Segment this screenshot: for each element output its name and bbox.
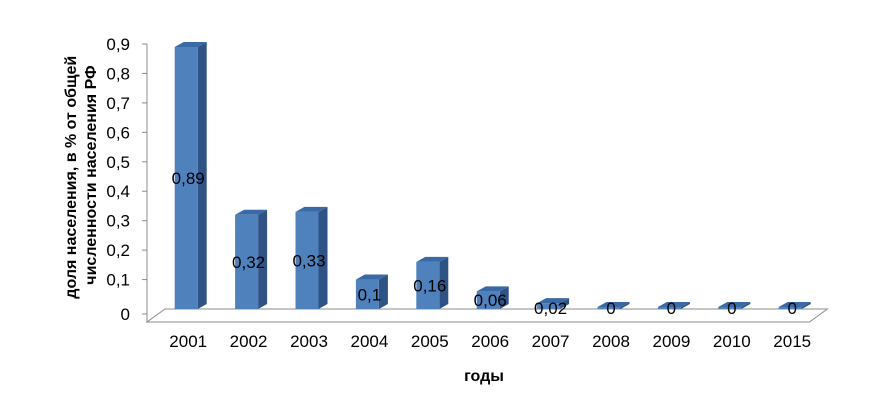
bar-top — [235, 209, 268, 215]
data-labels: 0,89 0,32 0,33 0,1 0,16 0,06 0,02 0 0 0 0 — [172, 169, 797, 318]
x-tick-label: 2001 — [169, 332, 207, 351]
bar — [718, 302, 751, 309]
bar-value-label: 0 — [727, 299, 736, 318]
bar-side — [197, 41, 207, 309]
y-tick-label: 0,8 — [106, 64, 130, 83]
x-tick-label: 2010 — [713, 332, 751, 351]
bar-top — [476, 286, 509, 292]
bar-value-label: 0,33 — [292, 251, 325, 270]
bar — [597, 302, 630, 309]
bar-top — [416, 256, 449, 262]
bar-front — [537, 303, 561, 309]
y-tick-label: 0,6 — [106, 123, 130, 142]
y-axis-title-line-2: численности населения РФ — [83, 65, 100, 285]
bar — [355, 274, 388, 309]
bar-top — [778, 302, 811, 307]
bar-side — [801, 302, 811, 309]
bar-side — [258, 209, 268, 309]
bar-side — [378, 274, 388, 309]
bar-top — [597, 302, 630, 307]
x-tick-label: 2003 — [290, 332, 328, 351]
bar-front — [295, 211, 319, 309]
bar-value-label: 0 — [667, 299, 676, 318]
y-axis-title: доля населения, в % от общей численности… — [63, 51, 100, 298]
y-tick-label: 0,2 — [106, 241, 130, 260]
x-axis-ticks: 2001 2002 2003 2004 2005 2006 2007 2008 2009 2010… — [169, 332, 811, 351]
bar — [235, 209, 268, 309]
y-tick-label: 0,5 — [106, 153, 130, 172]
bar-value-label: 0 — [787, 299, 796, 318]
bar-front — [416, 261, 440, 309]
chart-floor — [145, 308, 829, 323]
x-tick-label: 2009 — [652, 332, 690, 351]
bar-side — [620, 302, 630, 309]
bar-side — [560, 298, 570, 309]
bar-top — [657, 302, 690, 307]
x-tick-label: 2005 — [411, 332, 449, 351]
bar-side — [439, 256, 449, 309]
bars — [174, 41, 811, 309]
bar — [416, 256, 449, 309]
y-axis: 0 0,1 0,2 0,3 0,4 0,5 0,6 0,7 0,8 0,9 — [106, 35, 148, 324]
bar-value-label: 0,02 — [534, 299, 567, 318]
bar-front — [657, 307, 681, 309]
x-tick-label: 2004 — [350, 332, 388, 351]
y-axis-title-line-1: доля населения, в % от общей — [63, 56, 80, 299]
bar-top — [174, 41, 207, 47]
y-tick-label: 0,1 — [106, 271, 130, 290]
x-axis-title: годы — [464, 368, 504, 385]
x-tick-label: 2008 — [592, 332, 630, 351]
bar — [174, 41, 207, 309]
bar-top — [295, 206, 328, 212]
y-tick-label: 0,9 — [106, 35, 130, 54]
bar-side — [499, 286, 509, 309]
bar-value-label: 0,1 — [358, 285, 382, 304]
bar-side — [318, 206, 328, 309]
bar-value-label: 0 — [606, 299, 615, 318]
bar-value-label: 0,89 — [172, 169, 205, 188]
bar-side — [741, 302, 751, 309]
x-tick-label: 2002 — [230, 332, 268, 351]
y-tick-label: 0,4 — [106, 182, 130, 201]
x-tick-label: 2006 — [471, 332, 509, 351]
bar — [476, 286, 509, 309]
x-tick-label: 2007 — [532, 332, 570, 351]
bar-value-label: 0,06 — [474, 291, 507, 310]
bar — [778, 302, 811, 309]
bar-value-label: 0,32 — [232, 253, 265, 272]
bar-value-label: 0,16 — [413, 276, 446, 295]
x-tick-label: 2015 — [773, 332, 811, 351]
bar — [657, 302, 690, 309]
bar-side — [680, 302, 690, 309]
bar-front — [718, 307, 742, 309]
bar-top — [718, 302, 751, 307]
bar-front — [174, 46, 198, 309]
y-tick-label: 0,7 — [106, 94, 130, 113]
floor-plane — [145, 308, 829, 323]
bar — [295, 206, 328, 309]
bar-top — [355, 274, 388, 280]
y-tick-label: 0 — [121, 305, 130, 324]
bar-front — [355, 279, 379, 309]
bar-front — [778, 307, 802, 309]
bar-front — [235, 214, 259, 309]
bar — [537, 298, 570, 309]
bar-top — [537, 298, 570, 304]
bar-front — [597, 307, 621, 309]
bar-front — [476, 291, 500, 309]
y-tick-label: 0,3 — [106, 212, 130, 231]
